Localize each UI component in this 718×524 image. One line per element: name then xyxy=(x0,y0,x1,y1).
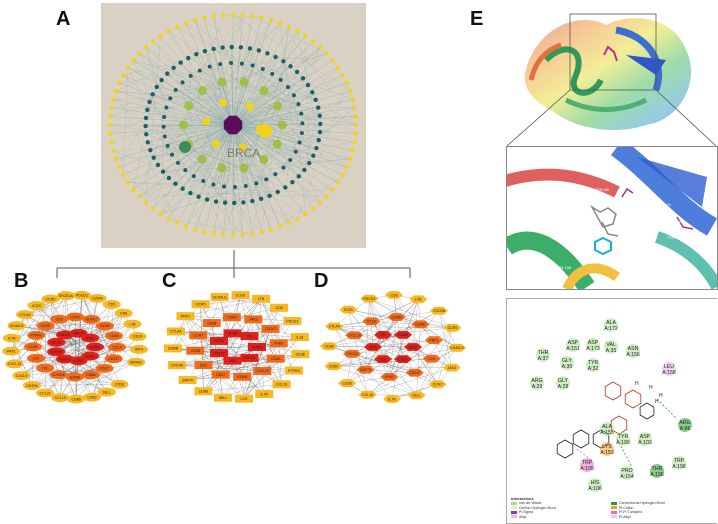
legend-item: Carbon Hydrogen Bond xyxy=(511,506,611,510)
legend-label: van der Waals xyxy=(519,501,541,505)
residue-id: A:151 xyxy=(566,346,580,352)
residue-id: A:173 xyxy=(586,346,600,352)
legend-item: Pi-Pi T-shaped xyxy=(611,510,711,514)
residue-id: A:105 xyxy=(580,466,594,472)
legend-swatch xyxy=(611,511,617,514)
residue-id: A:32 xyxy=(588,366,599,372)
residue-id: A:29 xyxy=(532,384,543,390)
ligand-ring xyxy=(557,440,573,458)
ligand-ring xyxy=(573,430,589,448)
legend-item: Pi-Cation xyxy=(611,506,711,510)
legend-swatch xyxy=(611,515,617,518)
legend-item: Alkyl xyxy=(511,515,611,519)
ligand-ring xyxy=(640,403,654,419)
legend-item: Conventional Hydrogen Bond xyxy=(611,501,711,505)
legend-label: Pi-Sigma xyxy=(519,510,533,514)
hydrogen-label: H xyxy=(659,393,663,399)
residue-id: A:196 xyxy=(650,472,664,478)
residue-id: A:158 xyxy=(662,370,676,376)
residue-id: A:96 xyxy=(680,426,691,432)
residue-id: A:103 xyxy=(638,440,652,446)
residue-id: A:153 xyxy=(600,450,614,456)
residue-id: A:37 xyxy=(538,356,549,362)
pocket-residue-label: TYR-32 xyxy=(667,235,681,240)
residue-id: A:198 xyxy=(672,464,686,470)
pocket-residue-label: ARG-96 xyxy=(667,219,681,224)
legend-label: Alkyl xyxy=(519,515,526,519)
binding-pocket-image xyxy=(507,147,717,289)
legend-swatch xyxy=(511,511,517,514)
legend-swatch xyxy=(611,506,617,509)
pocket-residue-label: VAL-27 xyxy=(629,185,642,190)
legend-swatch xyxy=(511,515,517,518)
legend-item: Pi-Alkyl xyxy=(611,515,711,519)
ligand-ring xyxy=(605,382,621,400)
ligand-ring xyxy=(625,390,641,408)
legend-label: Carbon Hydrogen Bond xyxy=(519,506,556,510)
legend-item: van der Waals xyxy=(511,501,611,505)
pocket-residue-label: ASN-156 xyxy=(555,265,571,270)
hydrogen-label: H xyxy=(635,381,639,387)
pocket-residue-label: ASP-24 xyxy=(657,202,671,207)
residue-id: A:156 xyxy=(626,352,640,358)
residue-id: A:106 xyxy=(588,486,602,492)
hydrogen-label: H xyxy=(655,399,659,405)
residue-id: A:30 xyxy=(562,364,573,370)
residue-id: A:172 xyxy=(604,326,618,332)
residue-id: A:199 xyxy=(616,440,630,446)
legend-label: Pi-Pi T-shaped xyxy=(619,510,642,514)
legend-items: van der Waals Conventional Hydrogen Bond C… xyxy=(511,501,711,519)
legend-label: Pi-Cation xyxy=(619,506,633,510)
legend-label: Pi-Alkyl xyxy=(619,515,631,519)
pocket-residue-label: ALA-100 xyxy=(537,227,553,232)
legend-item: Pi-Sigma xyxy=(511,510,611,514)
binding-pocket-panel: TYR-89 VAL-27 ALA-100 ASP-24 ARG-96 TYR-32 ASN… xyxy=(506,146,718,290)
hbond-line xyxy=(657,399,677,419)
hydrogen-label: H xyxy=(649,385,653,391)
legend-swatch xyxy=(611,502,617,505)
residue-id: A:155 xyxy=(600,430,614,436)
residue-id: A:154 xyxy=(620,474,634,480)
pocket-residue-label: TYR-89 xyxy=(595,187,609,192)
residue-id: A:28 xyxy=(558,384,569,390)
legend-swatch xyxy=(511,506,517,509)
residue-id: A:35 xyxy=(606,348,617,354)
legend-label: Conventional Hydrogen Bond xyxy=(619,501,665,505)
legend-swatch xyxy=(511,502,517,505)
